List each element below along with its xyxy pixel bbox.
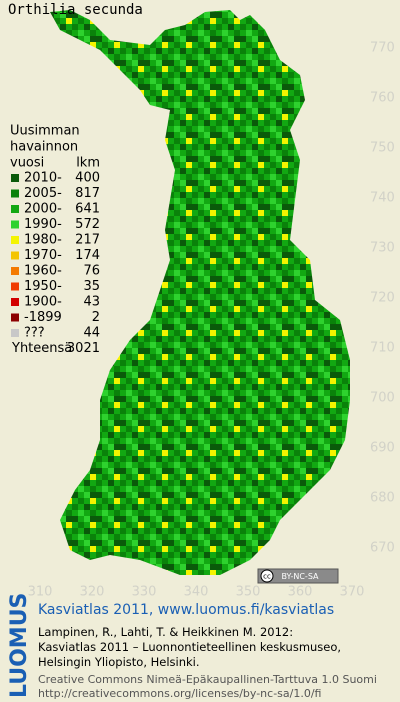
legend: Uusimman havainnon vuosi lkm 2010- 400 200… [10, 124, 100, 357]
legend-count: 217 [75, 233, 100, 248]
citation: Lampinen, R., Lahti, T. & Heikkinen M. 2… [38, 625, 293, 639]
grid-label-x: 340 [184, 585, 209, 600]
grid-label-y: 680 [370, 491, 395, 506]
grid-label-y: 720 [370, 291, 395, 306]
grid-label-x: 350 [236, 585, 261, 600]
grid-label-y: 730 [370, 241, 395, 256]
badge-circle [260, 569, 274, 583]
legend-label: 1900- [24, 295, 62, 310]
legend-label: 2000- [24, 202, 62, 217]
grid-label-x: 320 [80, 585, 105, 600]
side-logo: LUOMUS [7, 593, 32, 698]
legend-count: 817 [75, 186, 100, 201]
badge-symbol: cc [263, 573, 271, 581]
grid-label-x: 370 [340, 585, 365, 600]
total-label: Yhteensä [11, 341, 72, 356]
legend-swatch [11, 251, 19, 260]
grid-label-y: 760 [370, 91, 395, 106]
legend-count: 76 [83, 264, 100, 279]
footer-heading: Kasviatlas 2011, www.luomus.fi/kasviatla… [38, 602, 334, 618]
legend-label: 1950- [24, 279, 62, 294]
legend-swatch [11, 298, 19, 306]
legend-count: 2 [92, 310, 100, 325]
legend-count: 400 [75, 171, 100, 186]
title: Orthilia secunda [8, 2, 143, 18]
legend-label: ??? [24, 326, 45, 341]
license: Creative Commons Nimeä-Epäkaupallinen-Ta… [38, 673, 377, 686]
distribution-map [50, 10, 350, 575]
legend-label: -1899 [24, 310, 62, 325]
legend-count: 43 [83, 295, 100, 310]
legend-label: 1980- [24, 233, 62, 248]
grid-label-x: 360 [288, 585, 313, 600]
legend-count: 641 [75, 202, 100, 217]
license: http://creativecommons.org/licenses/by-n… [38, 687, 321, 700]
grid-label-y: 750 [370, 141, 395, 156]
legend-swatch [11, 282, 19, 291]
legend-swatch [11, 267, 19, 275]
legend-column: lkm [76, 156, 100, 171]
citation: Helsingin Yliopisto, Helsinki. [38, 655, 200, 669]
legend-count: 44 [83, 326, 100, 341]
badge-box [257, 568, 339, 584]
legend-label: 1990- [24, 217, 62, 232]
legend-swatch [11, 174, 19, 182]
legend-swatch [11, 189, 19, 198]
legend-label: 2005- [24, 186, 62, 201]
grid-label-y: 740 [370, 191, 395, 206]
legend-swatch [11, 205, 19, 213]
badge-text: BY-NC-SA [281, 572, 319, 581]
legend-swatch [11, 329, 19, 337]
grid-label-y: 700 [370, 391, 395, 406]
legend-swatch [11, 313, 19, 322]
grid-label-y: 670 [370, 541, 395, 556]
citation: Kasviatlas 2011 – Luonnontieteellinen ke… [38, 640, 341, 654]
legend-count: 174 [75, 248, 100, 263]
total-value: 3021 [67, 341, 100, 356]
grid-label-x: 310 [28, 585, 53, 600]
legend-count: 572 [75, 217, 100, 232]
license-badge: cc BY-NC-SA [257, 568, 339, 584]
legend-label: 1970- [24, 248, 62, 263]
legend-count: 35 [83, 279, 100, 294]
grid-label-x: 330 [132, 585, 157, 600]
legend-swatch [11, 220, 19, 229]
legend-column: vuosi [10, 156, 44, 171]
legend-heading: Uusimman [10, 124, 80, 139]
legend-label: 1960- [24, 264, 62, 279]
grid-label-y: 690 [370, 441, 395, 456]
grid-label-y: 710 [370, 341, 395, 356]
legend-swatch [11, 236, 19, 244]
grid-label-y: 770 [370, 41, 395, 56]
legend-heading: havainnon [10, 140, 78, 155]
legend-label: 2010- [24, 171, 62, 186]
